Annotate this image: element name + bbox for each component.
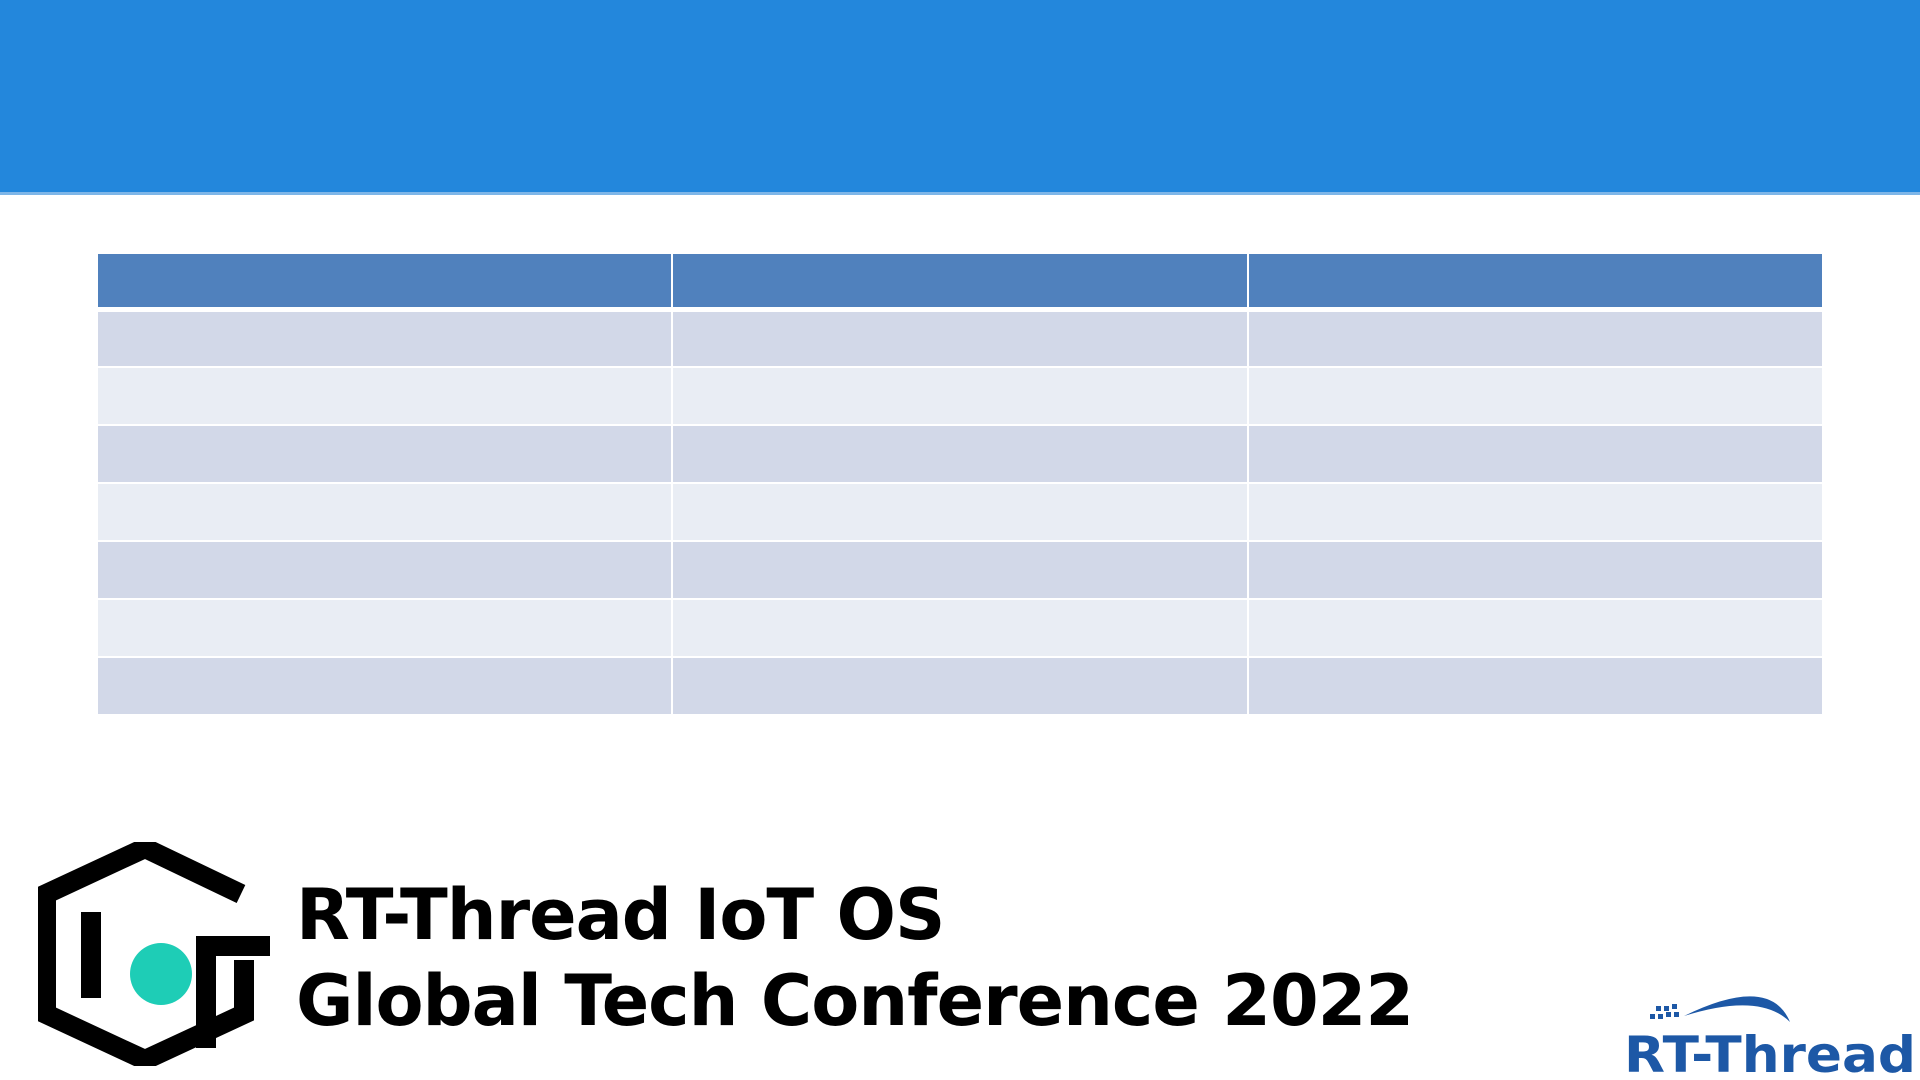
- iot-logo-icon: [38, 842, 270, 1066]
- brand-pixel: [1672, 1004, 1677, 1009]
- table-cell: [95, 482, 674, 542]
- teal-dot: [130, 943, 192, 1005]
- brand-pixel: [1656, 1006, 1661, 1011]
- table-cell: [671, 598, 1249, 658]
- conference-title-line2: Global Tech Conference 2022: [296, 960, 1414, 1042]
- table-cell: [671, 366, 1249, 426]
- table-cell: [1246, 598, 1825, 658]
- table-row: [95, 308, 1825, 368]
- table-cell: [1246, 482, 1825, 542]
- brand-pixel: [1674, 1012, 1679, 1017]
- brand-swoosh-icon: [1684, 996, 1790, 1022]
- table-header-cell: [95, 252, 674, 312]
- table-cell: [95, 598, 674, 658]
- table-cell: [671, 540, 1249, 600]
- table-row: [95, 424, 1825, 484]
- table-cell: [95, 424, 674, 484]
- table-row: [95, 366, 1825, 426]
- conference-title-line1: RT-Thread IoT OS: [296, 874, 945, 956]
- data-table: [95, 252, 1825, 716]
- brand-pixel: [1664, 1006, 1669, 1011]
- brand-wordmark: RT-Thread: [1624, 1026, 1916, 1078]
- letter-t-stem: [196, 936, 216, 1048]
- brand-pixel: [1666, 1012, 1671, 1017]
- table-cell: [671, 656, 1249, 716]
- table-cell: [671, 308, 1249, 368]
- table-cell: [1246, 424, 1825, 484]
- table-header-row: [95, 252, 1825, 312]
- letter-i-bar: [81, 912, 101, 998]
- table-row: [95, 482, 1825, 542]
- table-header-cell: [1246, 252, 1825, 312]
- table-header-cell: [671, 252, 1249, 312]
- conference-title: RT-Thread IoT OS Global Tech Conference …: [296, 872, 1414, 1044]
- table-row: [95, 598, 1825, 658]
- table-cell: [1246, 540, 1825, 600]
- table-cell: [95, 366, 674, 426]
- table-cell: [1246, 366, 1825, 426]
- brand-pixel: [1658, 1014, 1663, 1019]
- hexagon-outline: [38, 842, 254, 1066]
- table-cell: [671, 424, 1249, 484]
- table-cell: [1246, 656, 1825, 716]
- header-band: [0, 0, 1920, 195]
- table-cell: [95, 540, 674, 600]
- table-cell: [95, 656, 674, 716]
- rt-thread-brand-logo: RT-Thread: [1624, 996, 1916, 1078]
- table-cell: [95, 308, 674, 368]
- table-row: [95, 540, 1825, 600]
- table-row: [95, 656, 1825, 716]
- table-cell: [1246, 308, 1825, 368]
- table-cell: [671, 482, 1249, 542]
- brand-pixel: [1650, 1014, 1655, 1019]
